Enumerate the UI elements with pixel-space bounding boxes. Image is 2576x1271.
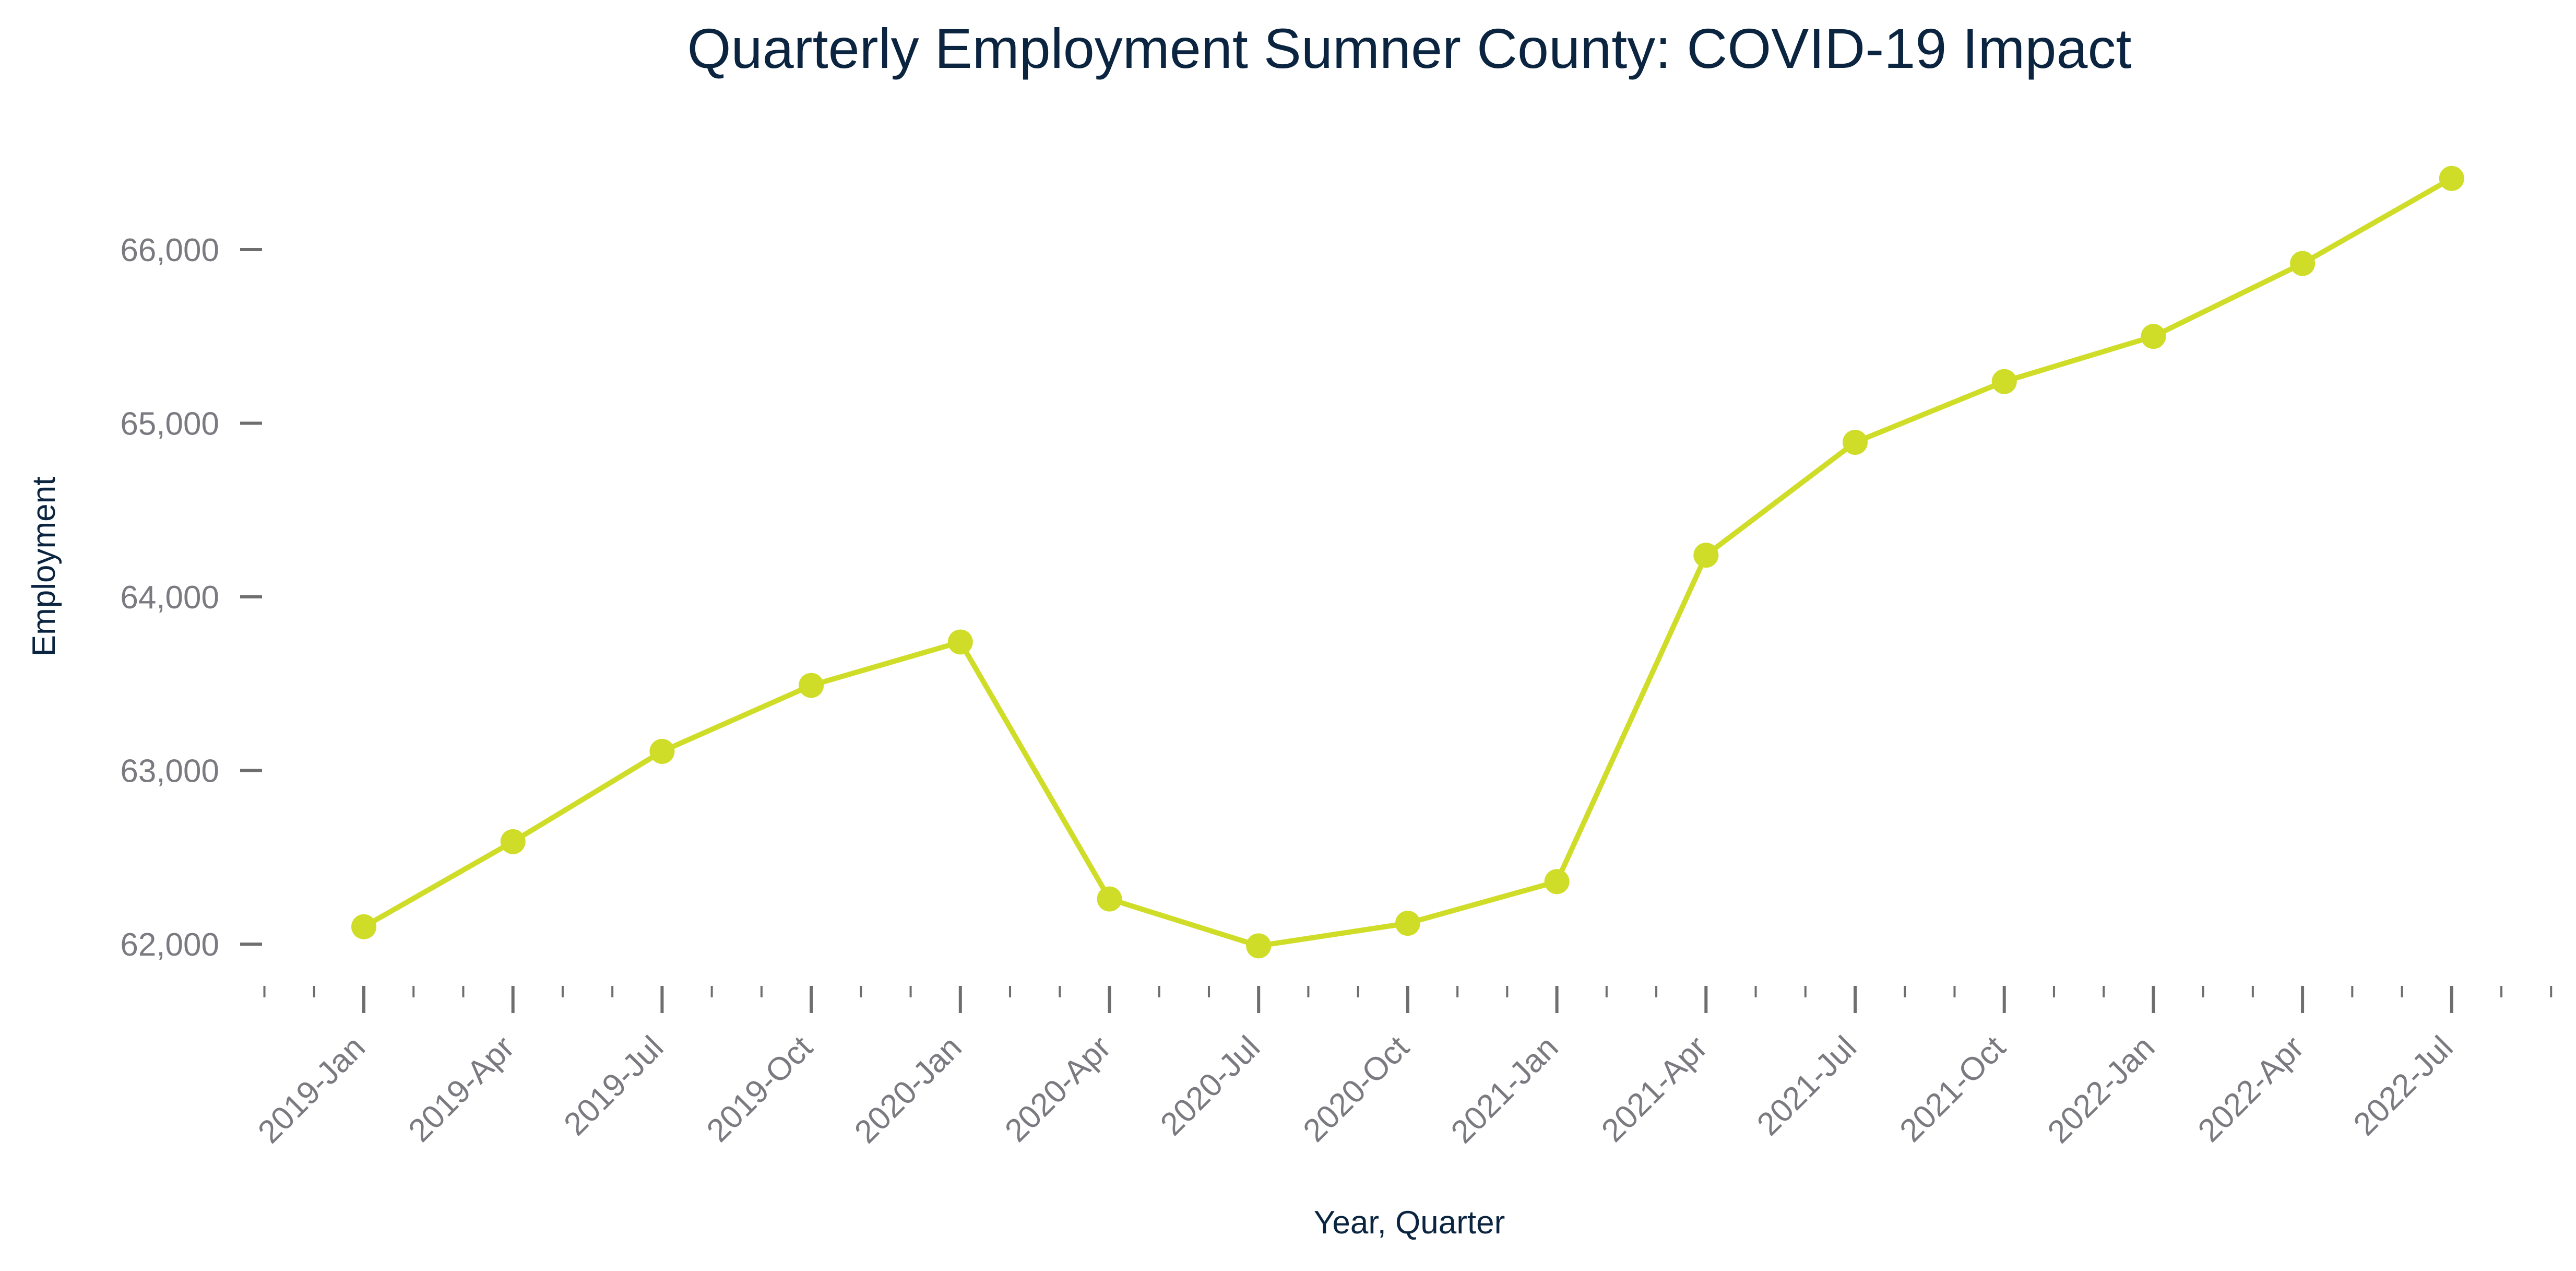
y-tick-label: 64,000 [120,580,219,616]
x-tick-label: 2021-Oct [1893,1029,2012,1149]
x-axis-title: Year, Quarter [1314,1205,1505,1241]
data-point[interactable] [1544,869,1570,895]
x-tick-label: 2020-Jan [848,1029,969,1150]
data-point[interactable] [500,829,526,854]
x-tick-label: 2021-Apr [1595,1029,1714,1149]
data-point[interactable] [1246,933,1272,959]
series-line [361,175,2454,949]
data-point[interactable] [1991,369,2017,394]
data-point[interactable] [1395,911,1420,936]
data-point[interactable] [649,738,675,764]
data-point[interactable] [2290,251,2316,276]
y-axis-title: Employment [26,477,62,657]
x-tick-label: 2022-Apr [2191,1029,2311,1149]
y-axis: 62,000 63,000 64,000 65,000 66,000 [120,232,262,963]
x-tick-label: 2019-Jul [557,1029,670,1143]
x-axis: 2019-Jan 2019-Apr 2019-Jul 2019-Oct 2020-Jan… [251,986,2553,1150]
chart-title: Quarterly Employment Sumner County: COVI… [687,17,2132,80]
x-tick-label: 2019-Jan [251,1029,372,1150]
data-point[interactable] [947,629,973,655]
x-tick-label: 2022-Jan [2041,1029,2162,1150]
plot-area [351,166,2464,959]
y-tick-label: 63,000 [120,754,219,790]
data-point[interactable] [1693,543,1719,568]
data-point[interactable] [799,673,824,698]
x-tick-label: 2021-Jul [1750,1029,1863,1143]
data-point[interactable] [1097,886,1122,912]
x-tick-label: 2019-Apr [401,1029,521,1149]
y-tick-label: 62,000 [120,927,219,963]
data-point[interactable] [2141,324,2166,349]
x-tick-label: 2020-Oct [1297,1029,1416,1149]
y-tick-label: 65,000 [120,406,219,442]
x-tick-label: 2021-Jan [1444,1029,1565,1150]
data-point[interactable] [351,914,376,939]
data-point[interactable] [2439,166,2464,191]
y-tick-label: 66,000 [120,232,219,268]
x-tick-label: 2020-Apr [998,1029,1118,1149]
x-tick-label: 2019-Oct [700,1029,820,1149]
x-tick-label: 2020-Jul [1154,1029,1267,1143]
x-tick-label: 2022-Jul [2347,1029,2460,1143]
data-point[interactable] [1843,430,1868,455]
